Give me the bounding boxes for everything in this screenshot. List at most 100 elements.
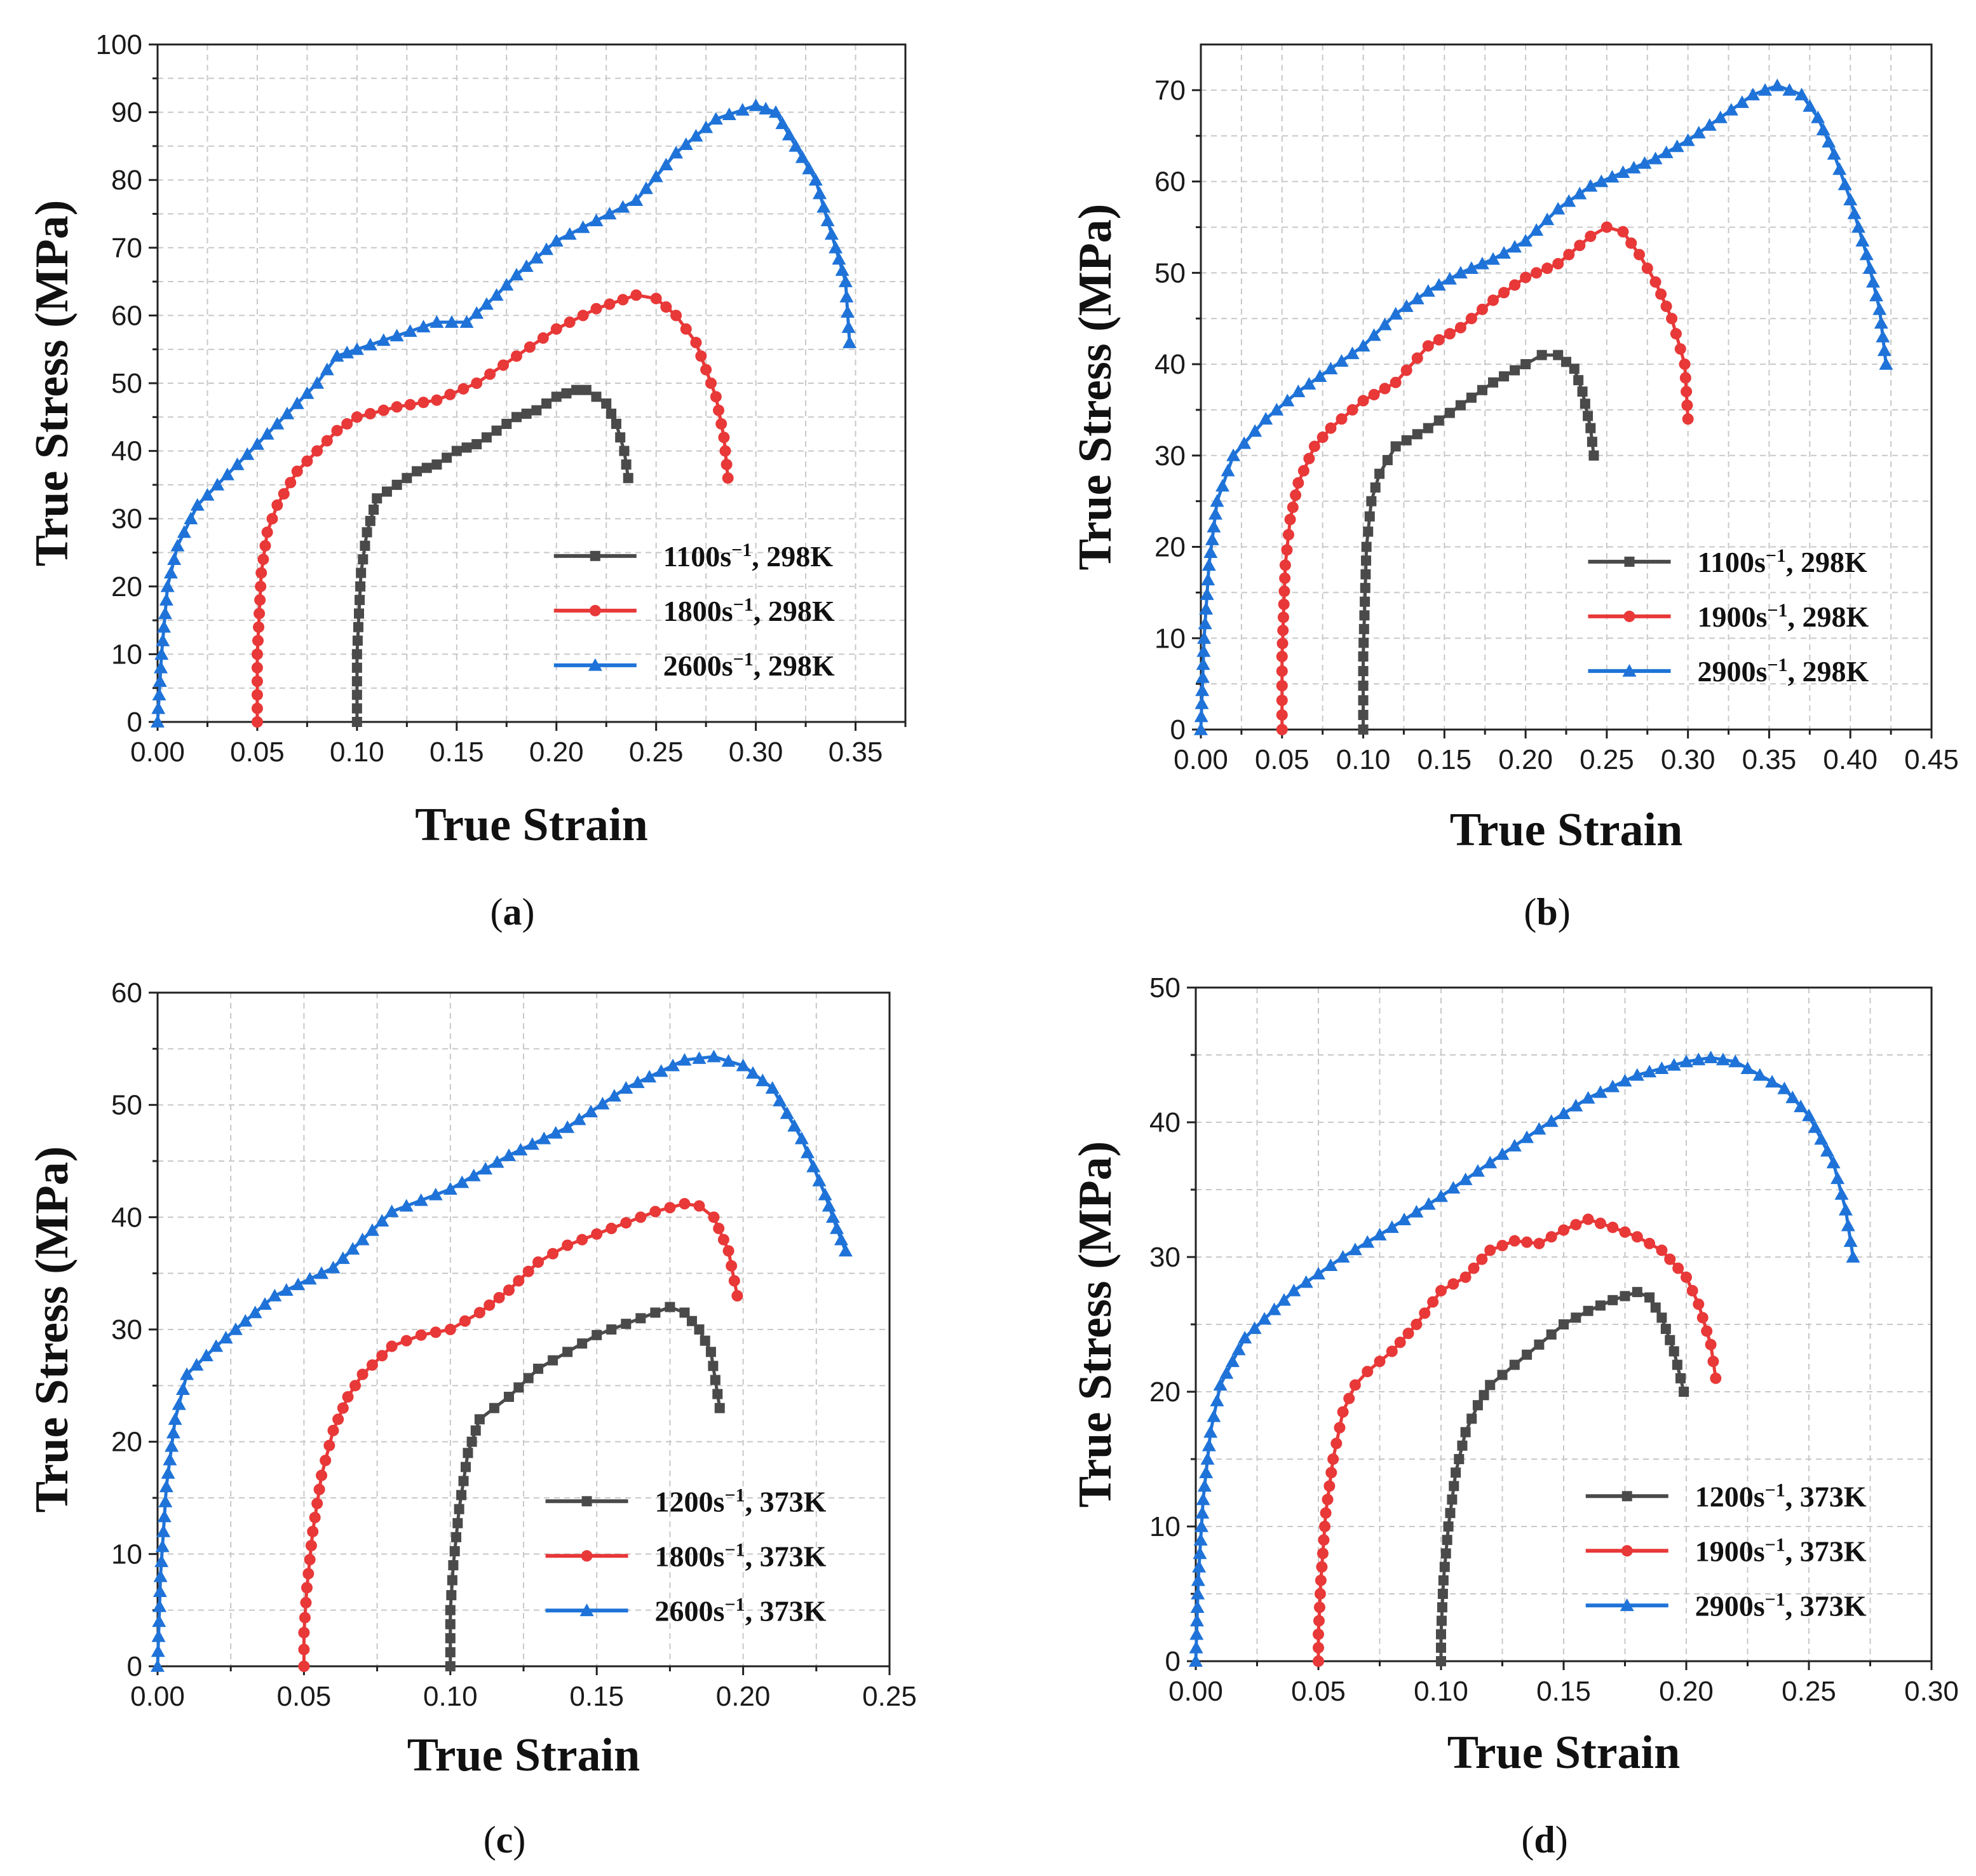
data-point	[1457, 1440, 1468, 1451]
data-point	[1552, 257, 1564, 269]
data-point	[209, 1339, 224, 1352]
data-point	[1497, 1370, 1508, 1380]
data-point	[1571, 1312, 1581, 1323]
data-point	[748, 98, 763, 111]
data-point	[1569, 1099, 1583, 1111]
data-point	[251, 689, 263, 701]
data-point	[1509, 1359, 1520, 1370]
data-point	[471, 377, 483, 389]
data-point	[445, 1661, 456, 1671]
data-point	[812, 1173, 827, 1186]
data-point	[459, 315, 474, 328]
data-point	[355, 595, 365, 606]
data-point	[650, 292, 662, 304]
data-point	[595, 1096, 610, 1110]
data-point	[259, 540, 271, 552]
legend-label: 2900s−1, 298K	[1698, 654, 1869, 688]
data-point	[1532, 1122, 1546, 1135]
data-point	[1348, 1242, 1362, 1256]
data-point	[1207, 519, 1221, 533]
y-tick-label: 20	[111, 571, 142, 602]
data-point	[1210, 494, 1224, 507]
data-point	[291, 465, 303, 477]
data-point	[519, 259, 534, 272]
data-point	[210, 477, 225, 491]
data-point	[159, 593, 173, 606]
data-point	[445, 1619, 456, 1629]
data-point	[1814, 1132, 1829, 1145]
data-point	[447, 1575, 457, 1586]
data-point	[1382, 454, 1393, 465]
data-point	[253, 621, 265, 633]
data-point	[1221, 463, 1235, 477]
data-point	[1313, 1642, 1324, 1654]
data-point	[700, 1335, 710, 1346]
data-point	[151, 1659, 165, 1672]
series-circle	[251, 289, 734, 728]
data-point	[1682, 413, 1694, 425]
data-point	[510, 350, 522, 362]
data-point	[541, 398, 552, 409]
data-point	[251, 648, 263, 660]
data-point	[309, 1511, 321, 1523]
data-point	[163, 1452, 177, 1465]
data-point	[155, 1539, 170, 1553]
data-point	[466, 1168, 481, 1181]
data-point	[384, 1204, 399, 1218]
data-point	[340, 346, 355, 358]
data-point	[1345, 346, 1360, 360]
data-point	[177, 525, 191, 538]
data-point	[1200, 1452, 1215, 1465]
data-point	[1577, 386, 1588, 397]
data-point	[1843, 1234, 1858, 1247]
data-point	[834, 1232, 848, 1246]
data-point	[1196, 657, 1210, 670]
data-point	[1558, 1224, 1569, 1236]
grid	[158, 44, 905, 722]
data-point	[745, 1066, 760, 1079]
data-point	[1551, 201, 1566, 215]
data-point	[445, 1605, 456, 1615]
data-point	[159, 1479, 173, 1493]
data-point	[301, 1582, 313, 1594]
data-point	[331, 425, 343, 437]
data-point	[841, 320, 856, 333]
data-point	[310, 376, 325, 389]
data-point	[1297, 465, 1309, 477]
data-point	[291, 1277, 306, 1291]
data-point	[619, 445, 630, 456]
series-line	[156, 1055, 848, 1667]
data-point	[617, 294, 629, 306]
data-point	[1196, 1492, 1210, 1506]
data-point	[1811, 110, 1825, 123]
data-point	[491, 425, 502, 436]
data-point	[323, 1439, 335, 1451]
data-point	[444, 315, 459, 328]
data-point	[736, 1058, 750, 1071]
y-tick-label: 10	[1149, 1511, 1181, 1542]
data-point	[330, 349, 344, 362]
data-point	[1447, 1494, 1458, 1505]
data-point	[376, 1350, 388, 1362]
y-tick-label: 10	[111, 639, 142, 670]
data-point	[278, 488, 290, 500]
data-point	[280, 406, 295, 419]
data-point	[689, 128, 703, 142]
data-point	[349, 1380, 362, 1392]
data-point	[1400, 364, 1412, 376]
data-point	[375, 1214, 389, 1227]
data-point	[560, 1120, 575, 1133]
data-point	[1660, 301, 1672, 313]
data-point	[1593, 1085, 1607, 1098]
data-point	[1703, 1050, 1718, 1064]
y-tick-label: 30	[1154, 440, 1186, 472]
data-point	[1280, 393, 1295, 407]
data-point	[509, 268, 524, 281]
data-point	[1634, 248, 1645, 261]
data-point	[307, 1526, 319, 1537]
data-point	[1672, 1359, 1682, 1370]
data-point	[316, 1469, 328, 1481]
data-point	[719, 445, 731, 457]
data-point	[1366, 496, 1377, 506]
data-point	[154, 1554, 169, 1567]
